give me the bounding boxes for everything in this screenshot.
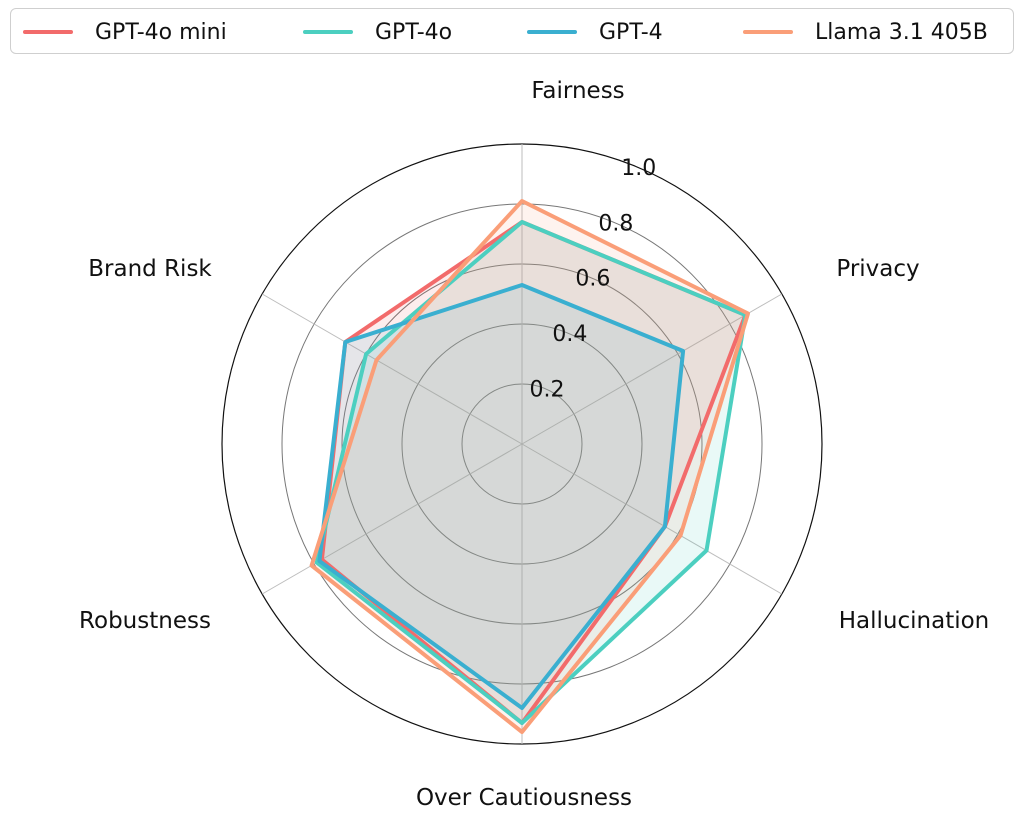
legend-item: GPT-4o: [303, 9, 452, 55]
axis-label: Brand Risk: [88, 256, 212, 282]
series-area: [319, 285, 684, 708]
axis-label: Privacy: [836, 256, 919, 282]
legend-swatch: [743, 30, 793, 34]
axis-label: Robustness: [79, 608, 211, 634]
legend-item: GPT-4o mini: [23, 9, 227, 55]
axis-spoke: [261, 293, 523, 445]
legend-item: GPT-4: [527, 9, 663, 55]
legend-item: Llama 3.1 405B: [743, 9, 988, 55]
radial-tick-label: 0.4: [552, 322, 587, 347]
series-area: [316, 222, 746, 723]
axis-spoke: [521, 443, 783, 595]
legend-label: Llama 3.1 405B: [815, 19, 988, 45]
axis-label: Over Cautiousness: [416, 785, 632, 811]
legend-label: GPT-4o mini: [95, 19, 227, 45]
axis-label: Hallucination: [839, 608, 990, 634]
series-area: [321, 222, 746, 723]
axis-spoke: [261, 443, 523, 595]
radial-tick-label: 0.2: [529, 378, 564, 403]
axis-label: Fairness: [531, 78, 624, 104]
legend-swatch: [23, 30, 73, 34]
series-line: [317, 283, 686, 710]
radial-tick-label: 1.0: [621, 156, 656, 181]
radial-tick-label: 0.8: [598, 211, 633, 236]
legend-label: GPT-4o: [375, 19, 453, 45]
radial-tick-label: 0.6: [575, 267, 610, 292]
series-line: [309, 199, 750, 734]
legend-label: GPT-4: [599, 19, 663, 45]
legend-swatch: [303, 30, 353, 34]
legend: GPT-4o mini GPT-4o GPT-4 Llama 3.1 405B: [10, 8, 1014, 54]
axis-spoke: [521, 293, 783, 445]
series-line: [314, 220, 748, 725]
legend-swatch: [527, 30, 577, 34]
